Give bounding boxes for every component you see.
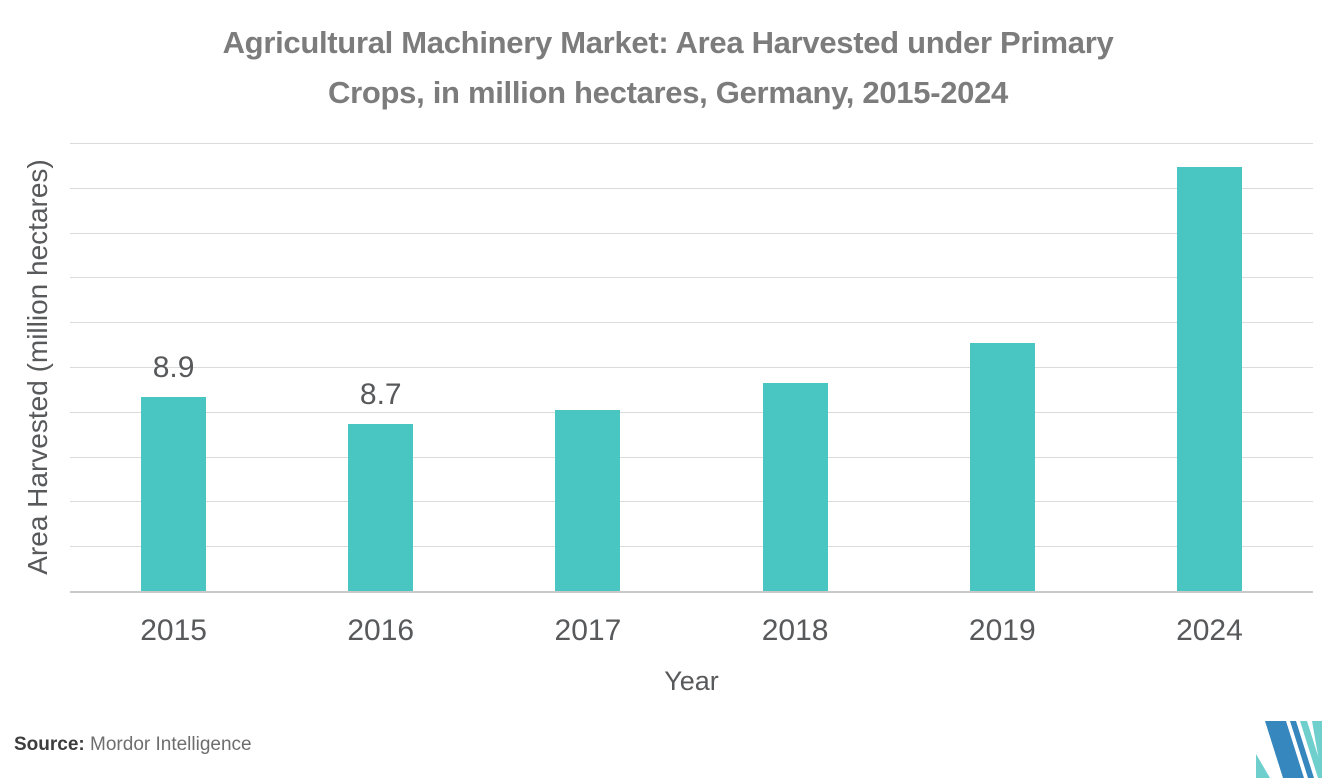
- bar-2016: [348, 423, 414, 591]
- mordor-intelligence-logo: [1256, 721, 1322, 778]
- y-axis-title: Area Harvested (million hectares): [22, 159, 53, 575]
- bar-2017: [555, 410, 621, 591]
- chart-title: Agricultural Machinery Market: Area Harv…: [0, 18, 1336, 118]
- chart-title-line1: Agricultural Machinery Market: Area Harv…: [222, 25, 1114, 60]
- x-tick-2016: 2016: [347, 614, 415, 647]
- gridline: [70, 546, 1313, 548]
- bar-value-label-2016: 8.7: [359, 377, 402, 411]
- gridline: [70, 187, 1313, 189]
- bar-slot-2019: [899, 143, 1106, 591]
- x-tick-2024: 2024: [1176, 614, 1243, 647]
- gridline: [70, 501, 1313, 503]
- logo-shape-teal-left: [1256, 754, 1270, 778]
- gridline: [70, 456, 1313, 458]
- x-tick-2017: 2017: [554, 614, 622, 647]
- bar-slot-2017: [484, 143, 691, 591]
- x-tick-2019: 2019: [968, 614, 1036, 647]
- bar-slot-2018: [692, 143, 899, 591]
- x-axis-title: Year: [664, 666, 719, 696]
- source-label: Source:: [14, 734, 85, 755]
- bars-row: 8.9 8.7: [70, 143, 1313, 591]
- source-name: Mordor Intelligence: [90, 734, 252, 755]
- bar-2024: [1176, 167, 1242, 591]
- x-tick-row: 2015 2016 2017 2018 2019 2024: [70, 616, 1313, 646]
- gridline: [70, 143, 1313, 144]
- source-line: Source: Mordor Intelligence: [14, 734, 252, 756]
- chart-title-line2: Crops, in million hectares, Germany, 201…: [328, 75, 1008, 110]
- bar-2015: [141, 396, 207, 591]
- bar-slot-2015: 8.9: [70, 143, 277, 591]
- bar-slot-2016: 8.7: [277, 143, 484, 591]
- logo-shape-teal-right: [1312, 721, 1322, 778]
- x-tick-2018: 2018: [761, 614, 829, 647]
- plot-area: 8.9 8.7: [70, 143, 1313, 593]
- logo-shape-blue-diagonal: [1290, 721, 1314, 778]
- bar-slot-2024: [1106, 143, 1313, 591]
- bar-value-label-2015: 8.9: [152, 350, 195, 384]
- gridline: [70, 367, 1313, 368]
- gridline: [70, 277, 1313, 279]
- logo-shape-blue-main: [1265, 721, 1304, 778]
- bar-2019: [969, 342, 1035, 591]
- x-tick-2015: 2015: [140, 614, 207, 647]
- gridline: [70, 232, 1313, 234]
- logo-shape-teal-bar: [1300, 721, 1322, 778]
- gridline: [70, 322, 1313, 324]
- bar-2018: [762, 383, 828, 591]
- gridline: [70, 411, 1313, 413]
